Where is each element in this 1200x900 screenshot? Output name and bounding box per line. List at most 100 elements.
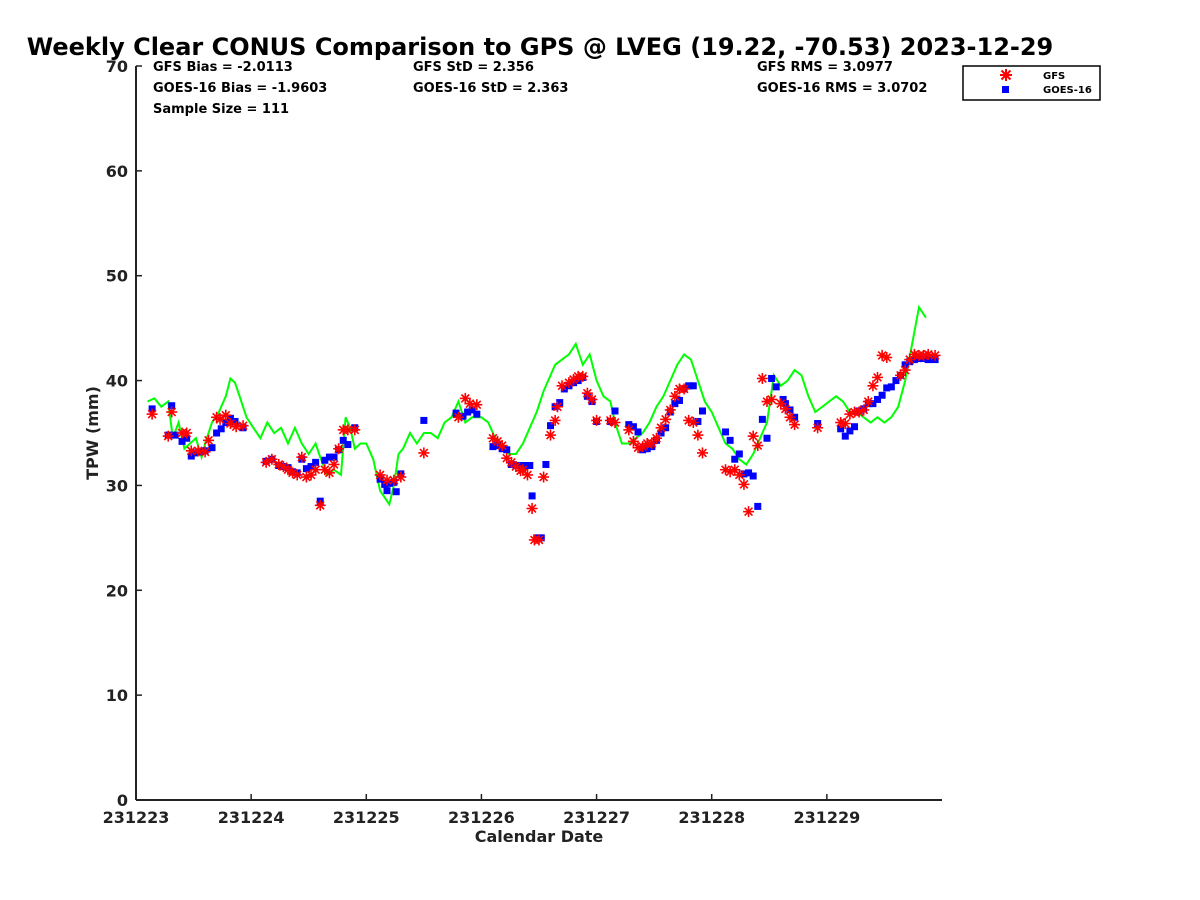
gfs-point bbox=[922, 348, 934, 360]
x-tick-label: 231227 bbox=[563, 808, 630, 827]
gfs-point bbox=[166, 406, 178, 418]
gfs-point bbox=[929, 349, 941, 361]
goes-point bbox=[878, 391, 886, 399]
gfs-point bbox=[214, 413, 226, 425]
gfs-point bbox=[664, 404, 676, 416]
goes-point bbox=[420, 416, 428, 424]
goes-std-text: GOES-16 StD = 2.363 bbox=[413, 81, 568, 96]
goes-point bbox=[464, 408, 472, 416]
goes-point bbox=[735, 450, 743, 458]
goes-point bbox=[383, 487, 391, 495]
stats-block: GFS Bias = -2.0113 GOES-16 Bias = -1.960… bbox=[153, 60, 927, 117]
legend-box bbox=[962, 65, 1101, 101]
gfs-point bbox=[784, 411, 796, 423]
gfs-point bbox=[328, 458, 340, 470]
goes-point bbox=[740, 470, 748, 478]
gfs-point bbox=[858, 404, 870, 416]
gps-line-layer bbox=[147, 304, 927, 507]
plot-area: 0 10 20 30 40 50 60 70 231223 231224 231225 231226… bbox=[103, 57, 942, 827]
goes-point bbox=[547, 422, 555, 430]
goes-point bbox=[307, 463, 315, 471]
goes-point bbox=[629, 423, 637, 431]
gfs-point bbox=[452, 411, 464, 423]
goes-point bbox=[689, 382, 697, 390]
goes-point bbox=[892, 377, 900, 385]
legend: GFS GOES-16 bbox=[962, 65, 1101, 101]
goes-point bbox=[473, 410, 481, 418]
goes-point bbox=[217, 425, 225, 433]
y-tick-label: 60 bbox=[106, 162, 128, 181]
gfs-point bbox=[738, 478, 750, 490]
goes-point bbox=[694, 417, 702, 425]
goes-point bbox=[231, 417, 239, 425]
gfs-point bbox=[581, 387, 593, 399]
goes-point bbox=[841, 432, 849, 440]
gfs-point bbox=[296, 451, 308, 463]
goes-point bbox=[887, 383, 895, 391]
gfs-point bbox=[199, 446, 211, 458]
gfs-point bbox=[609, 417, 621, 429]
gfs-point bbox=[230, 421, 242, 433]
goes-point bbox=[168, 402, 176, 410]
gfs-point bbox=[266, 453, 278, 465]
goes-point bbox=[459, 412, 467, 420]
gfs-point bbox=[591, 414, 603, 426]
gfs-point bbox=[627, 435, 639, 447]
gfs-point bbox=[551, 401, 563, 413]
goes-point bbox=[381, 480, 389, 488]
gfs-point bbox=[899, 364, 911, 376]
gfs-point bbox=[779, 403, 791, 415]
gfs-point bbox=[464, 398, 476, 410]
gfs-point bbox=[669, 390, 681, 402]
goes-point bbox=[330, 453, 338, 461]
gfs-point bbox=[876, 349, 888, 361]
goes-point bbox=[837, 425, 845, 433]
gfs-point bbox=[881, 352, 893, 364]
y-tick-label: 50 bbox=[106, 267, 128, 286]
goes-point bbox=[731, 455, 739, 463]
goes-point bbox=[344, 441, 352, 449]
goes-point bbox=[675, 396, 683, 404]
gfs-point bbox=[743, 506, 755, 518]
gfs-std-text: GFS StD = 2.356 bbox=[413, 60, 534, 75]
goes-point bbox=[489, 443, 497, 451]
sample-size-text: Sample Size = 111 bbox=[153, 102, 289, 117]
gfs-point bbox=[192, 445, 204, 457]
gfs-point bbox=[747, 430, 759, 442]
gfs-point bbox=[623, 424, 635, 436]
gfs-point bbox=[812, 422, 824, 434]
gfs-point bbox=[867, 380, 879, 392]
goes-point bbox=[883, 384, 891, 392]
goes-point bbox=[671, 400, 679, 408]
gfs-point bbox=[224, 418, 236, 430]
gfs-point bbox=[181, 427, 193, 439]
goes-point bbox=[754, 502, 762, 510]
gfs-point bbox=[660, 413, 672, 425]
goes-point bbox=[722, 428, 730, 436]
gfs-point bbox=[220, 409, 232, 421]
goes-point bbox=[850, 423, 858, 431]
gfs-point bbox=[146, 408, 158, 420]
gfs-point bbox=[418, 447, 430, 459]
legend-goes-label: GOES-16 bbox=[1043, 85, 1092, 96]
goes-point bbox=[213, 429, 221, 437]
goes-point bbox=[786, 406, 794, 414]
goes-point bbox=[339, 436, 347, 444]
goes-point bbox=[768, 374, 776, 382]
gfs-point bbox=[766, 393, 778, 405]
x-tick-label: 231225 bbox=[333, 808, 400, 827]
goes-point bbox=[208, 444, 216, 452]
goes-point bbox=[874, 395, 882, 403]
gfs-point bbox=[395, 471, 407, 483]
gfs-rms-text: GFS RMS = 3.0977 bbox=[757, 60, 893, 75]
gfs-point bbox=[756, 372, 768, 384]
gfs-point bbox=[650, 432, 662, 444]
goes-point bbox=[468, 406, 476, 414]
gfs-point bbox=[692, 429, 704, 441]
x-tick-label: 231224 bbox=[218, 808, 285, 827]
gfs-point bbox=[237, 420, 249, 432]
gfs-point bbox=[333, 443, 345, 455]
goes-bias-text: GOES-16 Bias = -1.9603 bbox=[153, 81, 327, 96]
goes-point bbox=[526, 462, 534, 470]
